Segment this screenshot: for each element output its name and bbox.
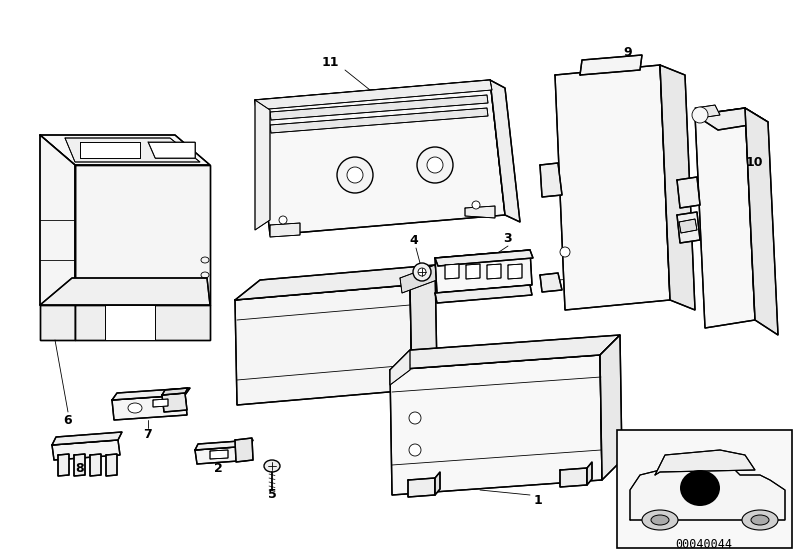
Polygon shape (408, 478, 435, 497)
Text: 10: 10 (745, 155, 763, 168)
Polygon shape (52, 432, 122, 445)
Polygon shape (410, 265, 437, 390)
Text: 7: 7 (144, 429, 153, 442)
Polygon shape (679, 219, 697, 233)
Polygon shape (195, 440, 253, 450)
Ellipse shape (680, 470, 720, 506)
Polygon shape (40, 135, 210, 165)
Ellipse shape (347, 167, 363, 183)
Ellipse shape (751, 515, 769, 525)
Bar (617, 430, 792, 548)
Polygon shape (508, 264, 522, 279)
Polygon shape (52, 440, 120, 460)
Text: 4: 4 (410, 234, 419, 247)
Polygon shape (112, 395, 187, 420)
Polygon shape (65, 138, 200, 162)
Text: 6: 6 (64, 414, 73, 427)
Text: 2: 2 (213, 462, 222, 475)
Ellipse shape (642, 510, 678, 530)
Polygon shape (660, 65, 695, 310)
Polygon shape (465, 206, 495, 218)
Polygon shape (112, 388, 190, 400)
Ellipse shape (472, 201, 480, 209)
Ellipse shape (409, 412, 421, 424)
Polygon shape (655, 450, 755, 475)
Polygon shape (40, 305, 75, 340)
Polygon shape (270, 95, 488, 120)
Polygon shape (695, 108, 768, 130)
Polygon shape (435, 472, 440, 495)
Polygon shape (695, 108, 755, 328)
Ellipse shape (128, 403, 142, 413)
Text: 00040044: 00040044 (675, 538, 733, 552)
Polygon shape (540, 273, 562, 292)
Polygon shape (235, 265, 435, 300)
Polygon shape (540, 163, 562, 197)
Polygon shape (210, 450, 228, 459)
Polygon shape (555, 65, 670, 310)
Polygon shape (148, 142, 195, 158)
Ellipse shape (418, 268, 426, 276)
Ellipse shape (692, 107, 708, 123)
Text: 5: 5 (268, 489, 276, 501)
Polygon shape (490, 80, 520, 222)
Polygon shape (600, 335, 622, 480)
Ellipse shape (279, 216, 287, 224)
Text: 9: 9 (624, 45, 632, 59)
Polygon shape (74, 454, 85, 476)
Polygon shape (560, 468, 587, 487)
Polygon shape (435, 250, 533, 266)
Polygon shape (235, 285, 412, 405)
Polygon shape (435, 250, 532, 293)
Polygon shape (580, 55, 642, 75)
Polygon shape (153, 399, 168, 407)
Ellipse shape (742, 510, 778, 530)
Ellipse shape (413, 263, 431, 281)
Ellipse shape (427, 157, 443, 173)
Polygon shape (390, 335, 620, 370)
Ellipse shape (337, 157, 373, 193)
Polygon shape (677, 177, 700, 208)
Polygon shape (487, 264, 501, 279)
Polygon shape (75, 165, 210, 305)
Ellipse shape (264, 460, 280, 472)
Text: 1: 1 (534, 494, 543, 506)
Polygon shape (587, 462, 592, 485)
Polygon shape (390, 355, 602, 495)
Polygon shape (255, 80, 492, 110)
Polygon shape (677, 212, 700, 243)
Polygon shape (695, 105, 720, 118)
Polygon shape (745, 108, 778, 335)
Polygon shape (75, 305, 210, 340)
Polygon shape (195, 446, 252, 464)
Ellipse shape (409, 444, 421, 456)
Polygon shape (255, 80, 505, 235)
Polygon shape (40, 135, 75, 305)
Ellipse shape (417, 147, 453, 183)
Polygon shape (105, 305, 155, 340)
Polygon shape (106, 454, 117, 476)
Polygon shape (270, 223, 300, 237)
Polygon shape (400, 265, 437, 293)
Polygon shape (40, 278, 210, 305)
Polygon shape (270, 108, 488, 133)
Text: 11: 11 (321, 55, 339, 69)
Polygon shape (445, 264, 459, 279)
Text: 3: 3 (503, 231, 512, 244)
Polygon shape (466, 264, 480, 279)
Polygon shape (90, 454, 101, 476)
Polygon shape (435, 285, 532, 303)
Polygon shape (162, 393, 187, 412)
Polygon shape (390, 350, 410, 385)
Text: 8: 8 (76, 462, 85, 475)
Polygon shape (255, 100, 270, 230)
Ellipse shape (560, 247, 570, 257)
Polygon shape (58, 454, 69, 476)
Polygon shape (630, 470, 785, 520)
Polygon shape (162, 388, 188, 395)
Ellipse shape (651, 515, 669, 525)
Polygon shape (235, 438, 253, 462)
Polygon shape (80, 142, 140, 158)
